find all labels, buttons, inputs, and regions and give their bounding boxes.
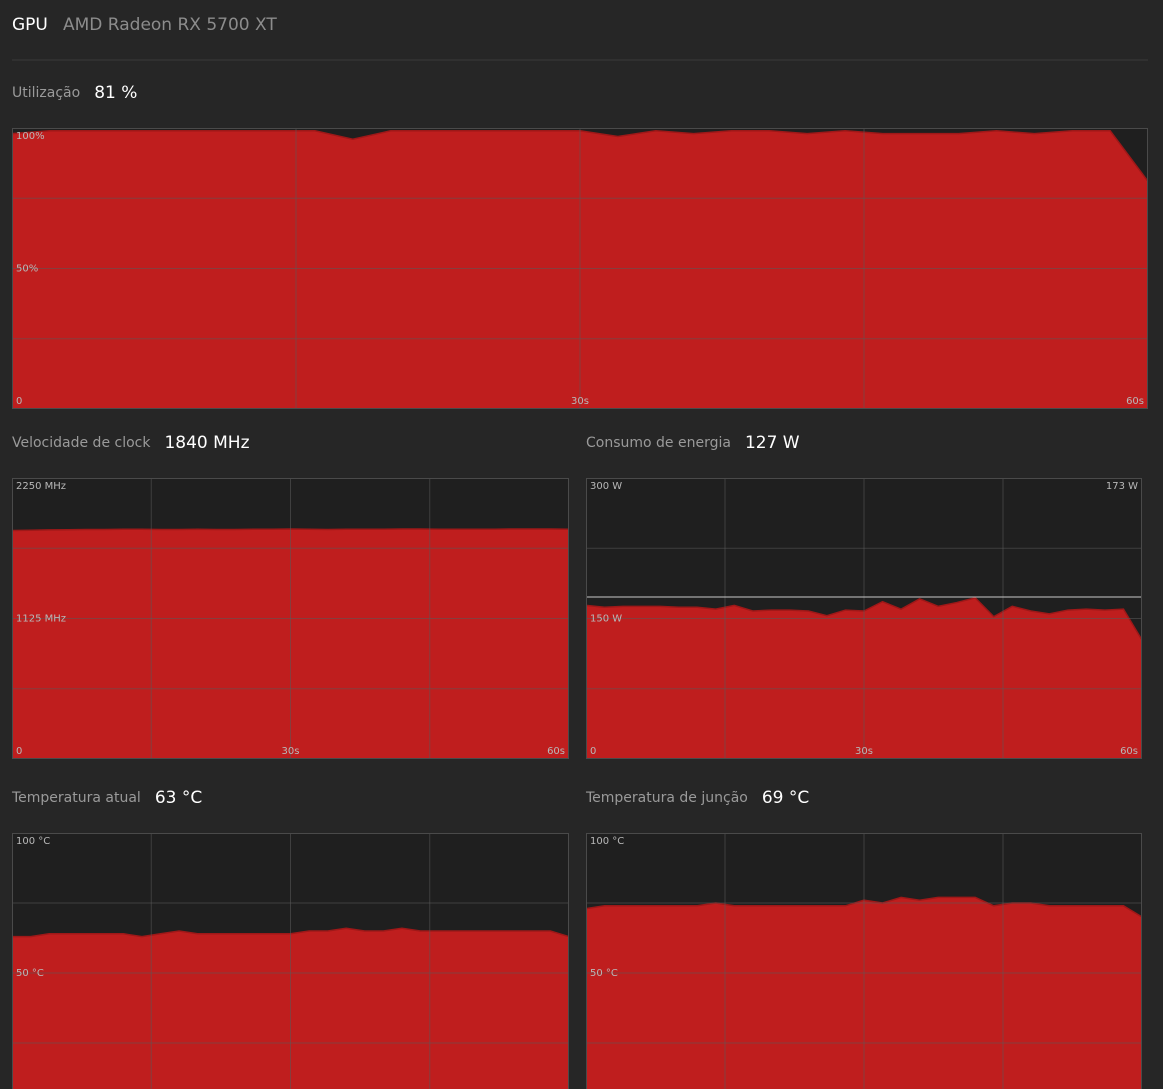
x-tick-label: 30s — [855, 746, 873, 757]
y-tick-label: 0 — [16, 396, 22, 407]
metric-title: Velocidade de clock — [12, 435, 151, 451]
plot-area — [12, 478, 569, 759]
panel-heading: Temperatura de junção 69 °C — [585, 788, 809, 808]
max-label: 173 W — [1106, 481, 1138, 492]
y-tick-label: 50 °C — [16, 968, 44, 979]
plot-area — [12, 128, 1148, 409]
y-tick-label: 50% — [16, 264, 38, 275]
y-tick-label: 0 — [590, 746, 596, 757]
y-tick-label: 1125 MHz — [16, 614, 66, 625]
metric-title: Temperatura de junção — [585, 790, 748, 806]
plot-area — [586, 478, 1142, 759]
plot-border — [586, 478, 1142, 759]
chart-panel: Temperatura de junção 69 °C 100 °C 50 °C — [585, 788, 1142, 1089]
metric-value: 63 °C — [155, 788, 202, 808]
x-tick-label: 60s — [1126, 396, 1144, 407]
plot-area — [12, 833, 569, 1089]
chart-panel: Utilização 81 % 100% 50% 0 30s 60s — [12, 83, 1148, 409]
y-tick-label: 300 W — [590, 481, 622, 492]
chart-panel: Velocidade de clock 1840 MHz 2250 MHz 1125 … — [12, 433, 569, 759]
panel-heading: Consumo de energia 127 W — [586, 433, 800, 453]
x-tick-label: 60s — [547, 746, 565, 757]
y-tick-label: 50 °C — [590, 968, 618, 979]
metric-title: Consumo de energia — [586, 435, 731, 451]
plot-border — [12, 128, 1148, 409]
plot-border — [586, 833, 1142, 1089]
panel-heading: Utilização 81 % — [12, 83, 137, 103]
y-tick-label: 100 °C — [16, 836, 50, 847]
panel-heading: Velocidade de clock 1840 MHz — [12, 433, 250, 453]
y-tick-label: 150 W — [590, 614, 622, 625]
metric-value: 127 W — [745, 433, 800, 453]
metric-value: 69 °C — [762, 788, 809, 808]
x-tick-label: 30s — [282, 746, 300, 757]
metric-value: 81 % — [94, 83, 137, 103]
x-tick-label: 30s — [571, 396, 589, 407]
plot-border — [12, 478, 569, 759]
section-title: GPU — [12, 15, 48, 35]
metric-title: Utilização — [12, 85, 80, 101]
y-tick-label: 100% — [16, 131, 45, 142]
x-tick-label: 60s — [1120, 746, 1138, 757]
metric-title: Temperatura atual — [11, 790, 141, 806]
plot-border — [12, 833, 569, 1089]
y-tick-label: 2250 MHz — [16, 481, 66, 492]
plot-area — [586, 833, 1142, 1089]
panel-heading: Temperatura atual 63 °C — [11, 788, 202, 808]
chart-panel: Temperatura atual 63 °C 100 °C 50 °C — [11, 788, 569, 1089]
metric-value: 1840 MHz — [164, 433, 249, 453]
chart-panel: Consumo de energia 127 W 173 W 300 W 150 W 0 3… — [586, 433, 1142, 759]
y-tick-label: 100 °C — [590, 836, 624, 847]
y-tick-label: 0 — [16, 746, 22, 757]
gpu-model: AMD Radeon RX 5700 XT — [63, 15, 277, 35]
